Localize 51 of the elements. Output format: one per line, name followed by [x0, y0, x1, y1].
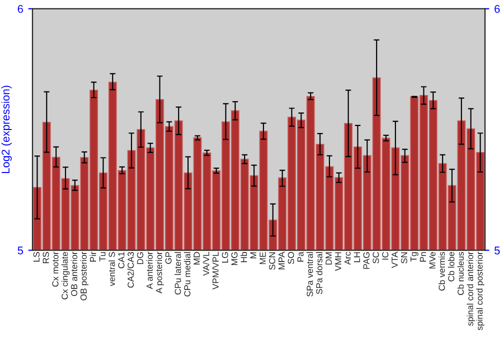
x-tick-label: OB anterior	[70, 252, 78, 296]
x-tick-label: RS	[42, 252, 49, 264]
x-tick-label: VPM/VPL	[212, 252, 219, 290]
x-tick-label: Cb vermis	[438, 252, 445, 291]
x-tick-label: Cx cingulate	[61, 252, 70, 300]
x-tick-label: VTA	[392, 252, 398, 268]
x-tick-label: VA/VL	[202, 252, 210, 276]
x-tick-label: DG	[137, 252, 144, 264]
x-tick-label: LS	[33, 252, 40, 262]
x-tick-label: Pir	[90, 252, 96, 262]
x-tick-label: SC	[372, 252, 379, 264]
x-tick-label: MG	[231, 252, 238, 266]
x-tick-label: Cb nucleus	[457, 252, 464, 295]
x-tick-label: CA1	[118, 252, 124, 268]
x-tick-label: VMH	[335, 252, 342, 272]
x-tick-label: spinal cord posterior	[476, 252, 484, 330]
x-tick-label: LH	[354, 252, 360, 262]
x-tick-label: SCN	[269, 252, 276, 270]
x-tick-label: Cb lobe	[448, 252, 454, 282]
x-tick-label: SPa dorsal	[316, 252, 322, 294]
x-tick-label: Pa	[297, 252, 304, 262]
x-tick-label: MVe	[429, 252, 436, 268]
x-tick-label: CPu lateral	[174, 252, 181, 294]
x-tick-label: GP	[165, 252, 172, 264]
x-tick-label: Tg	[410, 252, 418, 262]
x-tick-label: LG	[222, 252, 228, 263]
x-tick-label: SO	[288, 252, 294, 264]
y2-tick-label: 6	[494, 5, 500, 13]
x-tick-label: PAG	[363, 252, 370, 269]
x-tick-label: spinal cord anterior	[466, 252, 475, 326]
x-tick-label: Pn	[420, 252, 426, 262]
y-axis-title: Log2 (expression)	[1, 86, 12, 174]
y2-tick-label: 5	[494, 246, 500, 254]
x-tick-label: CA2/CA3	[127, 252, 134, 288]
x-tick-label: SN	[401, 252, 408, 264]
x-tick-label: A posterior	[156, 252, 164, 294]
x-tick-label: ventral S	[108, 252, 115, 286]
x-tick-label: OB posterior	[80, 252, 88, 300]
x-tick-label: CPu medial	[184, 252, 190, 296]
x-tick-label: IC	[382, 252, 388, 260]
x-tick-label: DM	[326, 252, 332, 265]
x-tick-label: MPA	[278, 252, 285, 270]
x-tick-label: M	[250, 252, 256, 258]
x-tick-label: Tu	[99, 252, 106, 262]
x-tick-label: A anterior	[146, 252, 153, 290]
x-tick-label: SPa ventral	[306, 252, 313, 296]
x-tick-label: ME	[260, 252, 266, 264]
x-tick-label: Arc	[344, 252, 351, 265]
x-tick-label: MD	[194, 252, 200, 265]
x-tick-label: Hb	[240, 252, 247, 262]
x-tick-label: Cx motor	[52, 252, 58, 287]
